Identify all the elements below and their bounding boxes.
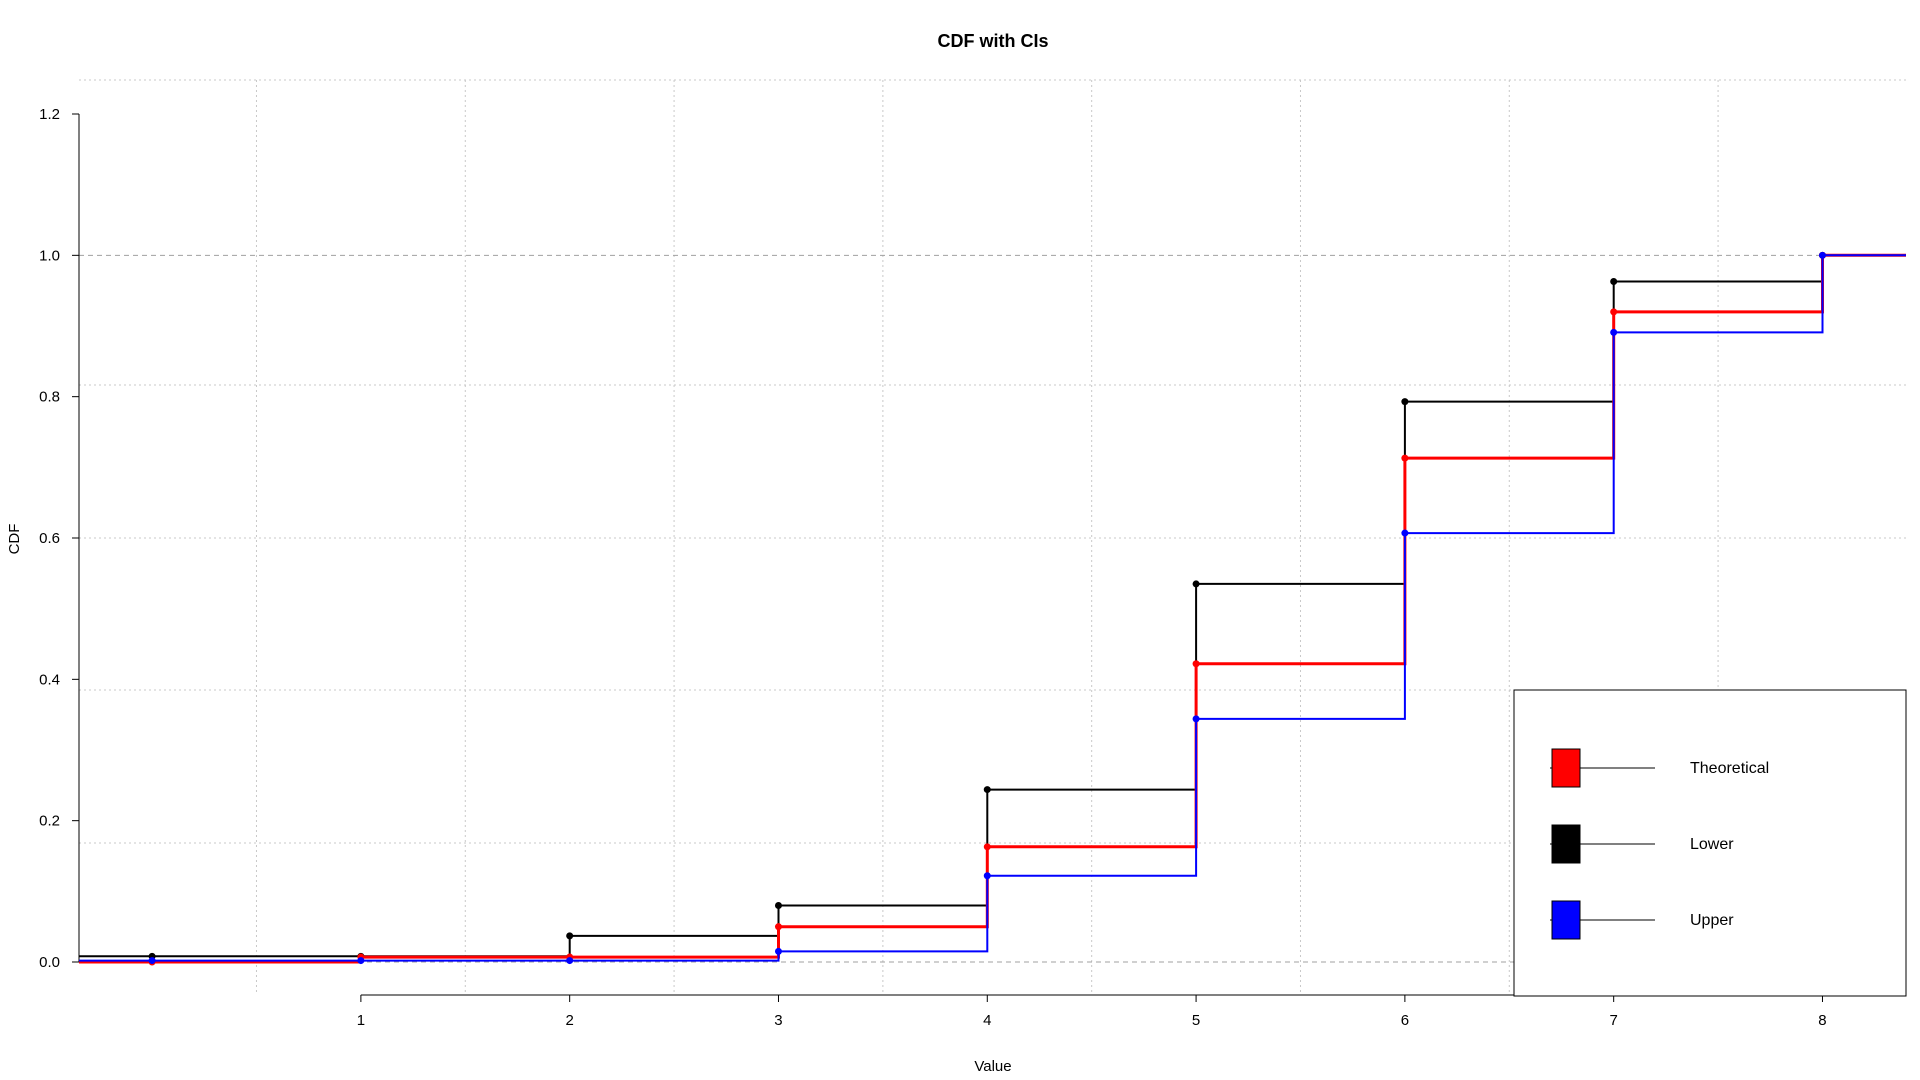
x-tick-label: 5	[1192, 1012, 1200, 1029]
legend-swatch	[1551, 900, 1581, 940]
data-point-lower	[1610, 277, 1618, 285]
data-point-lower	[566, 932, 574, 940]
legend-label: Theoretical	[1690, 760, 1769, 777]
series-group	[79, 251, 1906, 966]
x-tick-label: 4	[983, 1012, 991, 1029]
chart-title: CDF with CIs	[938, 31, 1049, 51]
x-tick-label: 2	[566, 1012, 574, 1029]
legend-label: Upper	[1690, 912, 1734, 929]
y-tick-label: 0.4	[39, 671, 60, 688]
data-point-upper	[983, 872, 991, 880]
data-point-upper	[566, 957, 574, 965]
legend: Theoretical Lower Upper	[1513, 689, 1907, 997]
step-line-upper	[79, 254, 1906, 962]
y-tick-label: 0.8	[39, 389, 60, 406]
data-point-lower	[983, 786, 991, 794]
data-point-theoretical	[1401, 454, 1409, 462]
data-point-lower	[1192, 580, 1200, 588]
y-tick-label: 1.2	[39, 106, 60, 123]
y-tick-label: 0.0	[39, 954, 60, 971]
data-point-upper	[357, 957, 365, 965]
y-tick-label: 0.6	[39, 530, 60, 547]
data-point-upper	[1818, 251, 1826, 259]
x-tick-label: 8	[1818, 1012, 1826, 1029]
data-point-upper	[1401, 529, 1409, 537]
y-tick-label: 1.0	[39, 247, 60, 264]
data-point-theoretical	[1610, 308, 1618, 316]
data-point-lower	[1401, 398, 1409, 406]
legend-swatch	[1551, 748, 1581, 788]
y-tick-label: 0.2	[39, 813, 60, 830]
legend-label: Lower	[1690, 836, 1734, 853]
data-point-upper	[1192, 715, 1200, 723]
data-point-upper	[1610, 328, 1618, 336]
x-tick-label: 1	[357, 1012, 365, 1029]
x-tick-label: 6	[1401, 1012, 1409, 1029]
y-axis-label: CDF	[6, 524, 23, 555]
data-point-upper	[148, 957, 156, 965]
data-point-lower	[774, 901, 782, 909]
data-point-upper	[774, 947, 782, 955]
x-tick-label: 3	[774, 1012, 782, 1029]
data-point-theoretical	[774, 923, 782, 931]
x-axis-label: Value	[974, 1058, 1011, 1075]
x-tick-label: 7	[1610, 1012, 1618, 1029]
data-point-theoretical	[983, 843, 991, 851]
legend-swatch	[1551, 824, 1581, 864]
data-point-theoretical	[1192, 660, 1200, 668]
series-upper	[79, 251, 1906, 965]
